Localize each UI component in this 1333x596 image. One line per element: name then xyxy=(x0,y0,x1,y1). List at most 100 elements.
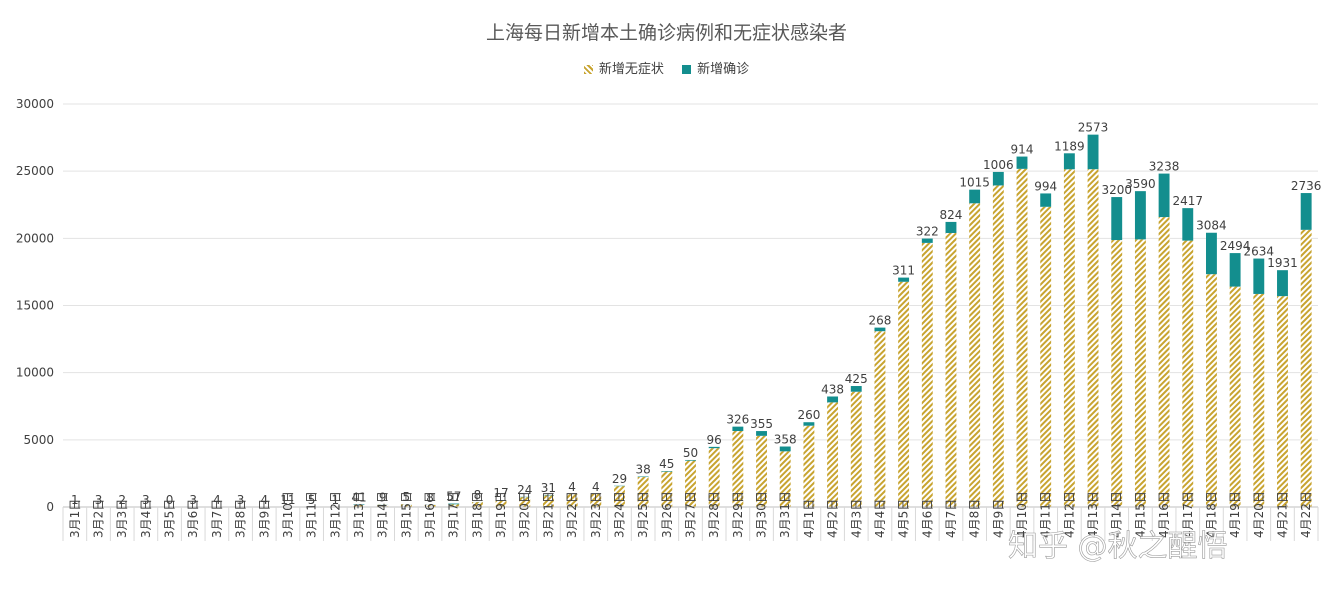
data-label: 994 xyxy=(1034,179,1057,193)
bar-asymptomatic xyxy=(353,504,365,507)
x-tick-label: 4月5日 xyxy=(897,499,911,538)
x-tick-label: 3月8日 xyxy=(234,499,248,538)
bar-asymptomatic xyxy=(1205,274,1217,507)
data-label: 3200 xyxy=(1101,183,1132,197)
chart-title: 上海每日新增本土确诊病例和无症状感染者 xyxy=(485,22,847,44)
data-label: 1006 xyxy=(983,158,1014,172)
x-tick-label: 3月16日 xyxy=(423,491,437,538)
data-label: 3 xyxy=(142,493,150,507)
bar-asymptomatic xyxy=(1111,240,1123,507)
data-label: 31 xyxy=(541,481,556,495)
bar-asymptomatic xyxy=(827,402,839,507)
data-label: 3 xyxy=(95,493,103,507)
bar-confirmed xyxy=(1158,173,1170,218)
x-tick-label: 3月26日 xyxy=(660,491,674,538)
bar-asymptomatic xyxy=(1253,293,1265,507)
x-tick-label: 3月7日 xyxy=(210,499,224,538)
x-tick-label: 3月10日 xyxy=(281,491,295,538)
bar-confirmed xyxy=(1205,232,1217,275)
data-label: 9 xyxy=(379,491,387,505)
bar-confirmed xyxy=(708,446,720,449)
bar-confirmed xyxy=(1063,153,1075,170)
bar-confirmed xyxy=(827,396,839,403)
bar-confirmed xyxy=(1277,270,1288,297)
y-tick-label: 20000 xyxy=(16,231,54,245)
bar-confirmed xyxy=(756,431,767,436)
bar-asymptomatic xyxy=(471,502,483,507)
bar-confirmed xyxy=(353,504,365,505)
data-label: 355 xyxy=(750,417,773,431)
y-tick-label: 0 xyxy=(46,500,54,514)
bar-asymptomatic xyxy=(1300,229,1312,508)
x-tick-label: 3月31日 xyxy=(778,491,792,538)
y-tick-label: 30000 xyxy=(16,97,54,111)
data-label: 4 xyxy=(592,480,600,494)
x-tick-label: 3月23日 xyxy=(589,491,603,538)
x-tick-label: 3月22日 xyxy=(565,491,579,538)
bar-confirmed xyxy=(1253,258,1265,294)
x-tick-label: 4月21日 xyxy=(1275,491,1289,538)
bar-confirmed xyxy=(1016,156,1028,169)
x-tick-label: 4月4日 xyxy=(873,499,887,538)
bar-confirmed xyxy=(992,171,1004,186)
x-tick-label: 3月24日 xyxy=(612,491,626,538)
legend-label-confirmed: 新增确诊 xyxy=(697,62,750,77)
bar-confirmed xyxy=(1111,197,1123,241)
bar-asymptomatic xyxy=(779,451,791,507)
x-tick-label: 4月17日 xyxy=(1181,491,1195,538)
data-label: 3 xyxy=(189,493,197,507)
bar-asymptomatic xyxy=(1134,239,1146,507)
bar-asymptomatic xyxy=(945,232,957,507)
data-label: 2494 xyxy=(1220,239,1251,253)
x-tick-label: 4月16日 xyxy=(1157,491,1171,538)
bar-asymptomatic xyxy=(685,460,696,507)
x-tick-label: 3月25日 xyxy=(636,491,650,538)
data-label: 914 xyxy=(1011,143,1034,157)
bar-confirmed xyxy=(1087,134,1099,170)
y-tick-label: 10000 xyxy=(16,366,54,380)
data-label: 24 xyxy=(517,483,532,497)
bar-confirmed xyxy=(1300,193,1312,230)
x-tick-label: 4月20日 xyxy=(1252,491,1266,538)
x-tick-label: 3月27日 xyxy=(684,491,698,538)
x-tick-label: 3月12日 xyxy=(328,491,342,538)
data-label: 4 xyxy=(213,493,221,507)
x-tick-label: 3月9日 xyxy=(257,499,271,538)
data-label: 4 xyxy=(568,480,576,494)
bar-asymptomatic xyxy=(874,331,886,507)
data-label: 11 xyxy=(280,493,295,507)
x-tick-label: 4月15日 xyxy=(1133,491,1147,538)
data-label: 1931 xyxy=(1267,256,1298,270)
x-tick-label: 3月13日 xyxy=(352,491,366,538)
x-tick-label: 4月10日 xyxy=(1015,491,1029,538)
x-tick-label: 3月2日 xyxy=(92,499,106,538)
x-tick-label: 3月1日 xyxy=(68,499,82,538)
data-label: 4 xyxy=(260,493,268,507)
data-label: 50 xyxy=(683,446,698,460)
data-label: 2736 xyxy=(1291,179,1322,193)
bar-asymptomatic xyxy=(921,242,933,507)
x-tick-label: 4月9日 xyxy=(991,499,1005,538)
x-tick-label: 3月18日 xyxy=(470,491,484,538)
data-label: 96 xyxy=(707,433,722,447)
bar-asymptomatic xyxy=(614,486,625,507)
x-tick-label: 3月28日 xyxy=(707,491,721,538)
data-label: 8 xyxy=(474,488,482,502)
x-tick-label: 3月3日 xyxy=(115,499,129,538)
data-label: 38 xyxy=(636,463,651,477)
bar-asymptomatic xyxy=(661,471,673,507)
bar-asymptomatic xyxy=(732,431,744,507)
bar-confirmed xyxy=(945,221,957,233)
data-label: 17 xyxy=(493,486,508,500)
data-label: 322 xyxy=(916,225,939,239)
data-label: 0 xyxy=(166,493,174,507)
data-label: 45 xyxy=(659,457,674,471)
bar-confirmed xyxy=(1040,193,1052,207)
bar-asymptomatic xyxy=(1063,169,1075,507)
data-label: 425 xyxy=(845,372,868,386)
data-label: 8 xyxy=(426,491,434,505)
x-tick-label: 3月21日 xyxy=(541,491,555,538)
data-label: 1 xyxy=(331,493,339,507)
bar-asymptomatic xyxy=(969,203,981,507)
